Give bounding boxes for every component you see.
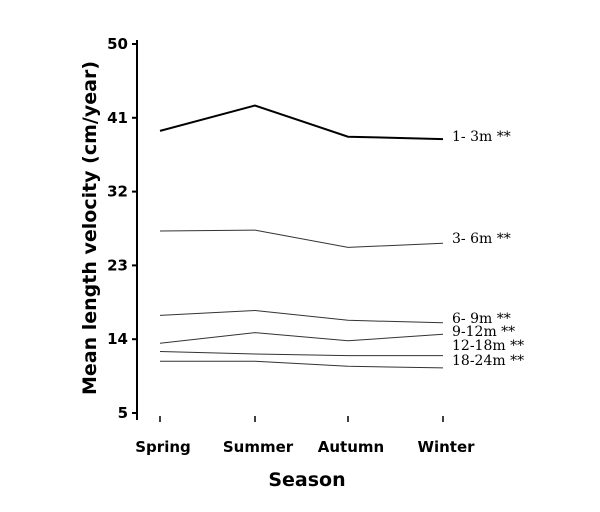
y-tick-label: 50 xyxy=(107,35,128,53)
y-tick-label: 5 xyxy=(118,404,128,422)
series-line xyxy=(159,229,444,248)
series-labels: 1- 3m ** 3- 6m ** 6- 9m **9-12m **12-18m *… xyxy=(452,129,524,369)
y-tick-label: 32 xyxy=(107,183,128,201)
y-tick-label: 23 xyxy=(107,256,128,274)
x-tick-label: Spring xyxy=(135,438,191,456)
x-tick-label: Summer xyxy=(223,438,294,456)
series-label: 1- 3m ** xyxy=(452,129,511,145)
series-label: 6- 9m ** xyxy=(452,311,511,327)
series-line xyxy=(159,309,444,324)
x-axis-title: Season xyxy=(268,469,345,491)
y-axis-title: Mean length velocity (cm/year) xyxy=(79,61,101,395)
y-tick-label: 41 xyxy=(107,109,128,127)
series-label: 3- 6m ** xyxy=(452,231,511,247)
series-line xyxy=(159,332,444,344)
x-tick-label: Winter xyxy=(417,438,475,456)
x-tick-label: Autumn xyxy=(318,438,384,456)
series-label: 12-18m ** xyxy=(452,338,524,354)
x-axis-ticks: Spring Summer Autumn Winter xyxy=(135,416,475,456)
series-line xyxy=(160,360,444,369)
series-line xyxy=(159,351,443,357)
series-lines xyxy=(159,104,444,369)
series-label: 18-24m ** xyxy=(452,353,524,369)
y-tick-label: 14 xyxy=(107,330,128,348)
series-label: 9-12m ** xyxy=(452,324,515,340)
series-line xyxy=(159,104,444,141)
y-axis-ticks: 5 14 23 32 41 50 xyxy=(107,35,137,422)
